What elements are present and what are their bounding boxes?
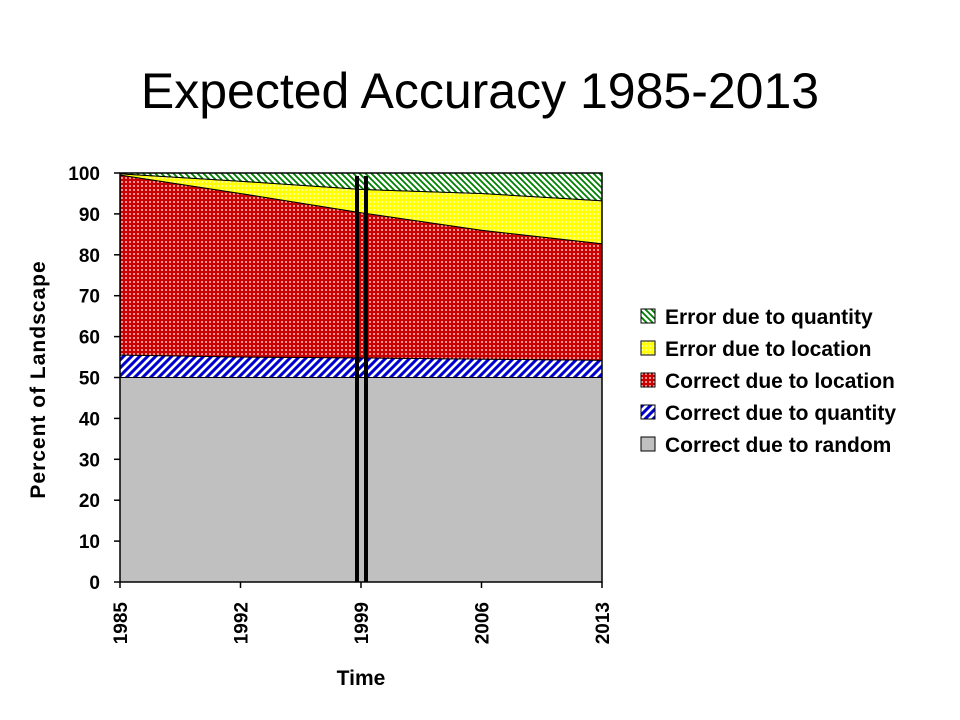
x-tick-label: 1985: [111, 602, 132, 645]
x-tick-label: 1999: [352, 602, 373, 644]
x-axis-label: Time: [337, 667, 386, 690]
legend-swatch-correct-due-to-quantity: [640, 404, 656, 420]
y-tick-label: 0: [89, 573, 100, 594]
y-tick-label: 70: [79, 287, 100, 308]
x-tick-label: 1992: [232, 602, 253, 644]
y-tick-label: 90: [79, 205, 100, 226]
x-tick-label: 2006: [473, 602, 494, 644]
legend-swatch-error-due-to-quantity: [640, 308, 656, 324]
legend-label-correct-due-to-random: Correct due to random: [665, 434, 891, 457]
legend-label-error-due-to-location: Error due to location: [665, 338, 872, 361]
x-tick-label: 2013: [593, 602, 614, 644]
y-tick-label: 100: [68, 164, 100, 185]
y-tick-label: 20: [79, 491, 100, 512]
legend-label-correct-due-to-location: Correct due to location: [665, 370, 895, 393]
y-tick-label: 60: [79, 328, 100, 349]
legend: Error due to quantity Error due to locati…: [640, 306, 896, 457]
axes-layer: 0 10 20 30 40 50 60 70 80 90 100 1985 1992 1999 2006 20…: [27, 164, 614, 690]
area-correct-due-to-random: [119, 377, 603, 583]
legend-swatch-correct-due-to-random: [640, 436, 656, 452]
y-tick-label: 50: [79, 369, 100, 390]
legend-swatch-correct-due-to-location: [640, 372, 656, 388]
y-tick-label: 10: [79, 532, 100, 553]
chart-title: Expected Accuracy 1985-2013: [140, 63, 820, 119]
plot-area: [119, 172, 603, 583]
legend-label-correct-due-to-quantity: Correct due to quantity: [665, 402, 896, 425]
annotation-layer: [355, 176, 368, 582]
y-tick-label: 30: [79, 450, 100, 471]
legend-label-error-due-to-quantity: Error due to quantity: [665, 306, 873, 329]
y-axis-label: Percent of Landscape: [27, 260, 50, 498]
y-tick-label: 80: [79, 246, 100, 267]
y-tick-label: 40: [79, 409, 100, 430]
legend-swatch-error-due-to-location: [640, 340, 656, 356]
